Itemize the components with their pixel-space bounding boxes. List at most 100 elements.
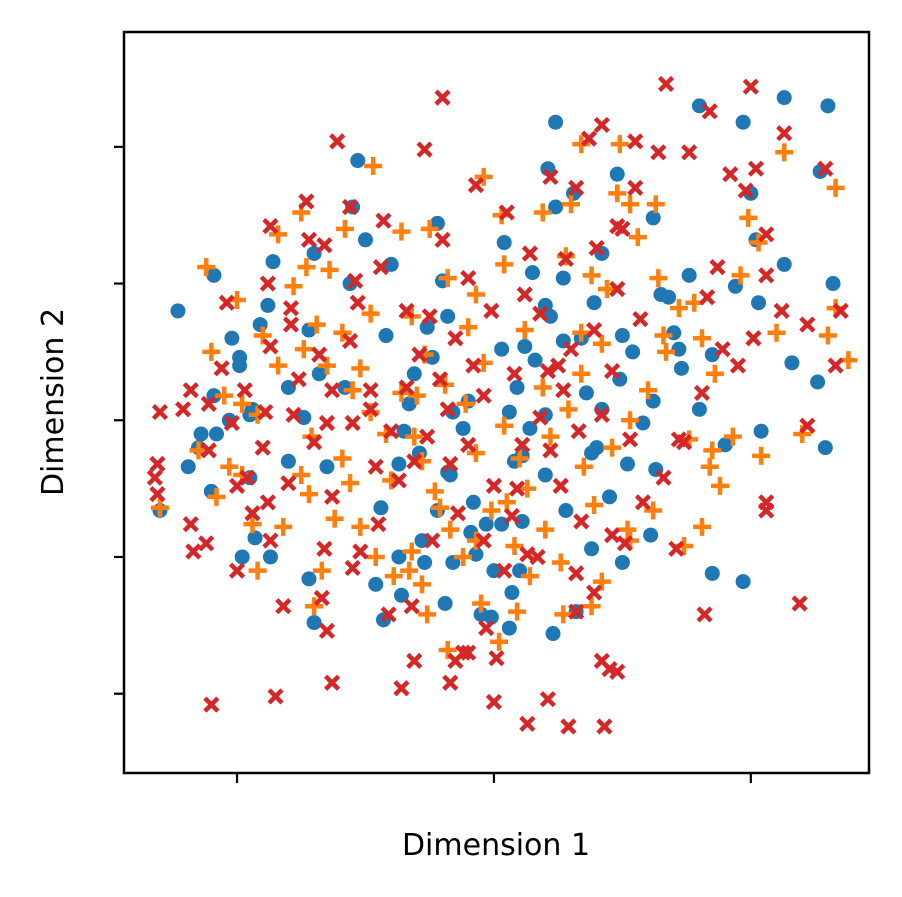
data-point-x	[431, 371, 449, 388]
data-point-x	[300, 231, 318, 248]
data-point-x	[282, 316, 300, 333]
data-point-x	[832, 302, 849, 319]
data-point-x	[223, 414, 240, 432]
data-point-x	[621, 431, 639, 448]
data-point-plus	[407, 386, 426, 405]
data-point-x	[285, 406, 302, 423]
data-point-x	[516, 286, 533, 303]
data-point-plus	[333, 323, 352, 342]
data-point-x	[552, 477, 569, 494]
data-point-x	[475, 532, 492, 549]
data-point-x	[306, 434, 323, 451]
data-point-x	[434, 231, 451, 248]
data-point-dot	[504, 585, 520, 601]
data-point-x	[282, 300, 300, 317]
data-point-x	[313, 589, 330, 607]
data-point-plus	[320, 260, 339, 279]
data-point-dot	[337, 379, 353, 395]
data-point-x	[267, 688, 284, 705]
data-point-x	[419, 428, 436, 445]
data-point-plus	[520, 567, 539, 586]
data-point-x	[604, 527, 621, 544]
data-point-dot	[419, 319, 435, 335]
data-point-x	[586, 321, 603, 339]
data-point-x	[262, 338, 279, 355]
data-point-x	[519, 715, 536, 732]
data-point-dot	[635, 415, 651, 431]
data-point-dot	[751, 295, 767, 311]
data-point-x	[560, 718, 577, 735]
data-point-x	[568, 565, 585, 582]
data-point-x	[370, 516, 387, 533]
data-point-plus	[608, 184, 627, 203]
data-point-x	[747, 160, 765, 177]
data-point-x	[799, 316, 816, 333]
data-point-plus	[533, 203, 552, 222]
data-point-x	[298, 193, 315, 210]
data-point-plus	[508, 602, 527, 621]
data-point-x	[506, 365, 523, 382]
data-point-x	[596, 718, 613, 735]
data-point-x	[773, 302, 790, 319]
data-point-x	[776, 125, 793, 142]
data-point-plus	[220, 457, 239, 476]
data-point-dot	[301, 571, 317, 587]
data-point-plus	[215, 386, 234, 405]
data-point-dot	[524, 265, 540, 281]
data-point-dot	[252, 317, 268, 333]
data-point-plus	[299, 485, 318, 504]
data-point-plus	[438, 269, 457, 288]
data-point-plus	[325, 509, 344, 528]
data-point-dot	[548, 199, 564, 215]
data-point-x	[421, 308, 438, 325]
data-point-dot	[224, 330, 240, 346]
data-point-x	[316, 540, 333, 557]
data-point-x	[398, 379, 415, 396]
data-point-x	[329, 133, 346, 150]
data-point-plus	[752, 446, 771, 465]
data-point-plus	[207, 487, 226, 506]
data-point-plus	[284, 277, 303, 296]
data-point-x	[290, 371, 307, 388]
data-point-dot	[393, 587, 409, 603]
data-point-dot	[368, 576, 384, 592]
data-point-dot	[555, 270, 571, 286]
data-point-plus	[818, 326, 837, 345]
data-point-dot	[691, 98, 707, 114]
data-point-dot	[406, 366, 422, 382]
data-point-dot	[437, 595, 453, 611]
data-point-x	[262, 218, 279, 235]
data-point-x	[532, 305, 549, 322]
data-point-plus	[150, 498, 169, 517]
data-point-plus	[392, 222, 411, 241]
data-point-x	[568, 603, 585, 620]
data-point-x	[341, 198, 359, 216]
data-point-plus	[459, 318, 478, 337]
data-point-plus	[551, 553, 570, 572]
data-point-plus	[384, 567, 403, 586]
data-point-x	[275, 598, 292, 615]
data-point-dot	[620, 456, 636, 472]
data-point-x	[650, 144, 667, 161]
data-point-x	[341, 332, 359, 350]
data-point-plus	[723, 427, 742, 446]
data-point-x	[616, 535, 634, 552]
data-point-x	[146, 469, 163, 486]
data-point-x	[244, 505, 261, 522]
data-point-plus	[474, 167, 493, 186]
data-point-plus	[343, 381, 362, 400]
data-point-x	[488, 650, 505, 667]
data-point-plus	[274, 517, 293, 536]
data-point-dot	[193, 426, 209, 442]
data-point-plus	[490, 632, 509, 651]
data-point-x	[411, 346, 428, 363]
data-point-x	[311, 346, 328, 363]
data-point-dot	[614, 554, 630, 570]
data-point-x	[485, 477, 503, 494]
data-point-x	[259, 275, 276, 292]
data-point-x	[532, 409, 549, 426]
data-point-dot	[645, 210, 661, 226]
data-point-x	[174, 401, 192, 418]
data-point-x	[200, 395, 217, 412]
